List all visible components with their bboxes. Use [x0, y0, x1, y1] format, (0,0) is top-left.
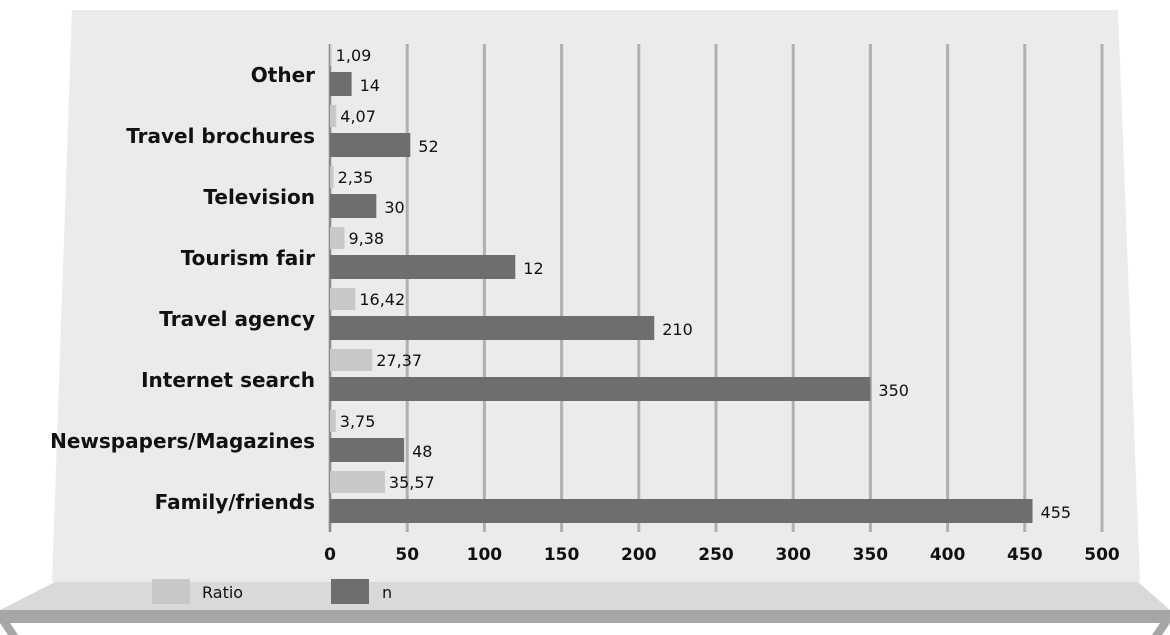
category-label: Travel brochures	[126, 124, 315, 148]
category-label: Television	[203, 185, 315, 209]
legend-label-ratio: Ratio	[202, 583, 243, 602]
bar-ratio	[330, 410, 336, 432]
legend-swatch-n	[331, 579, 369, 604]
data-label-ratio: 35,57	[389, 473, 435, 492]
bar-n	[330, 133, 411, 157]
data-label-n: 14	[360, 76, 380, 95]
bar-n	[330, 255, 516, 279]
x-tick-label-150: 150	[544, 545, 580, 565]
category-label: Newspapers/Magazines	[50, 429, 315, 453]
chart-bars	[330, 44, 1033, 523]
base-platform-edge	[0, 610, 1170, 623]
category-label: Family/friends	[155, 490, 315, 514]
base-right-corner	[1152, 623, 1170, 635]
category-label: Travel agency	[159, 307, 315, 331]
category-label: Other	[251, 63, 315, 87]
data-label-ratio: 16,42	[359, 290, 405, 309]
bar-n	[330, 438, 405, 462]
data-label-ratio: 9,38	[348, 229, 384, 248]
base-platform	[0, 582, 1170, 610]
bar-n	[330, 72, 352, 96]
x-tick-label-500: 500	[1084, 545, 1120, 565]
x-tick-label-0: 0	[324, 545, 336, 565]
category-label: Tourism fair	[181, 246, 315, 270]
x-tick-label-350: 350	[853, 545, 889, 565]
category-labels: Other Travel brochures Television Tourism f…	[50, 63, 315, 514]
data-label-n: 210	[662, 320, 693, 339]
data-label-n: 455	[1041, 503, 1072, 522]
data-label-ratio: 4,07	[340, 107, 376, 126]
bar-ratio	[330, 227, 345, 249]
data-label-n: 30	[384, 198, 404, 217]
bar-n	[330, 377, 871, 401]
legend-label-n: n	[382, 583, 392, 602]
backdrop-panel	[52, 10, 1140, 582]
data-label-ratio: 3,75	[340, 412, 376, 431]
data-label-n: 52	[418, 137, 438, 156]
bar-ratio	[330, 471, 385, 493]
bar-ratio	[330, 349, 373, 371]
data-labels: 1,09 14 4,07 52 2,35 309,38 12 16,42 210 27,37 350…	[336, 46, 1071, 522]
x-tick-label-100: 100	[467, 545, 503, 565]
bar-ratio	[330, 44, 332, 66]
x-tick-label-200: 200	[621, 545, 657, 565]
data-label-n: 12	[523, 259, 543, 278]
x-tick-label-250: 250	[698, 545, 734, 565]
bar-ratio	[330, 166, 334, 188]
x-tick-label-450: 450	[1007, 545, 1043, 565]
chart-legend: Ratio n	[152, 579, 392, 604]
bar-ratio	[330, 288, 356, 310]
data-label-ratio: 2,35	[338, 168, 374, 187]
data-label-n: 48	[412, 442, 432, 461]
x-tick-label-300: 300	[775, 545, 811, 565]
base-left-corner	[0, 623, 18, 635]
chart-background	[0, 10, 1170, 635]
bar-n	[330, 499, 1033, 523]
data-label-ratio: 27,37	[376, 351, 422, 370]
bar-n	[330, 316, 655, 340]
x-tick-label-50: 50	[395, 545, 419, 565]
legend-swatch-ratio	[152, 579, 190, 604]
bar-ratio	[330, 105, 337, 127]
x-axis-ticks: 0 50 100 150 200 250 300 350 400 450 500	[324, 545, 1120, 565]
data-label-n: 350	[878, 381, 909, 400]
x-tick-label-400: 400	[930, 545, 966, 565]
bar-n	[330, 194, 377, 218]
data-label-ratio: 1,09	[336, 46, 372, 65]
category-label: Internet search	[141, 368, 315, 392]
